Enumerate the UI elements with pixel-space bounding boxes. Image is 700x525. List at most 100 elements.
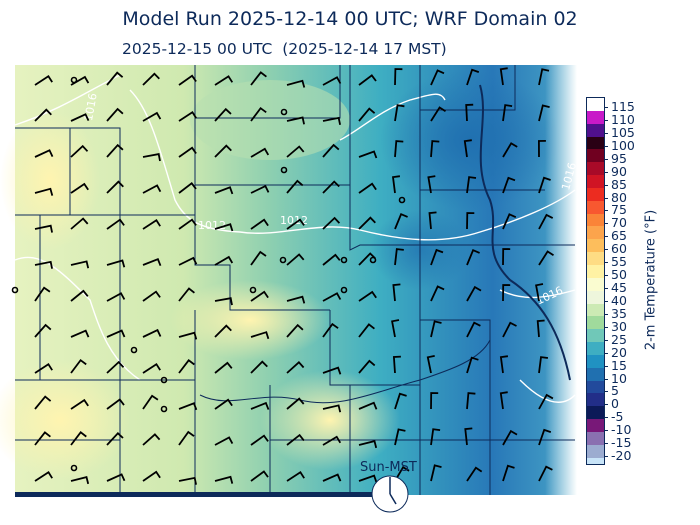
colorbar-bin [587, 431, 604, 445]
wind-barb [358, 474, 378, 483]
wind-barb [466, 356, 479, 374]
colorbar-bin [587, 123, 604, 137]
colorbar-tick: 95 [604, 152, 627, 165]
colorbar-tick: 15 [604, 359, 627, 372]
wind-barb [34, 149, 54, 158]
wind-barb [250, 360, 268, 374]
wind-barb [70, 217, 89, 230]
county-state-borders [15, 65, 575, 495]
wind-barb [538, 213, 554, 230]
colorbar-tick: 115 [604, 100, 635, 113]
wind-barb [358, 401, 378, 410]
wind-barb [394, 392, 407, 410]
wind-barb [34, 363, 53, 374]
colorbar-tick: 40 [604, 294, 627, 307]
colorbar-tick: 45 [604, 281, 627, 294]
wind-barb [34, 187, 54, 196]
wind-barb [394, 140, 404, 158]
colorbar-bin [587, 226, 604, 240]
wind-barb [502, 429, 518, 446]
calm-wind-marker [280, 108, 288, 116]
wind-barb [538, 250, 554, 266]
wind-barb [286, 397, 305, 410]
wind-barb [430, 106, 446, 122]
colorbar-label: 2-m Temperature (°F) [643, 209, 659, 351]
wind-barb [70, 329, 90, 338]
wind-barb [214, 186, 234, 195]
wind-barb [466, 68, 480, 86]
wind-barb [286, 218, 305, 230]
wind-barb [106, 398, 125, 410]
colorbar-bin [587, 162, 604, 176]
wind-barb [106, 180, 124, 194]
colorbar-bin [587, 239, 604, 253]
calm-wind-marker [11, 286, 19, 294]
colorbar-bin [587, 444, 604, 458]
wind-barb [142, 184, 162, 194]
colorbar-tick: 65 [604, 230, 627, 243]
wind-barb [214, 107, 232, 122]
wind-barb [70, 398, 89, 410]
wind-barb [358, 290, 377, 302]
wind-barb [250, 401, 270, 410]
wind-barb [499, 391, 508, 410]
wind-barb [34, 471, 53, 482]
wind-barb [538, 428, 552, 446]
wind-barb [358, 359, 376, 374]
wind-barb [322, 322, 339, 338]
wind-barb [178, 146, 197, 158]
colorbar-tick: -10 [604, 424, 631, 437]
wind-barb [466, 392, 476, 410]
wind-barb [322, 404, 342, 413]
wind-barb [286, 471, 305, 482]
wind-barb [106, 107, 124, 122]
wind-barb [394, 104, 405, 122]
wind-barb [358, 74, 377, 86]
calm-wind-marker [398, 196, 406, 204]
wind-barb [466, 285, 482, 302]
colorbar-tick: -15 [604, 436, 631, 449]
wind-barb [391, 319, 400, 338]
wind-barb [250, 71, 267, 86]
wind-barb [499, 67, 508, 86]
colorbar-tick: 75 [604, 204, 627, 217]
wind-barb [502, 176, 516, 194]
calm-wind-marker [279, 256, 287, 264]
wind-barb [106, 143, 124, 158]
wind-barb [502, 321, 517, 338]
wind-barb [142, 362, 161, 374]
wind-barb [430, 140, 440, 158]
wind-barb [178, 74, 197, 86]
wind-barb [358, 107, 376, 122]
wind-barb [538, 68, 550, 86]
wind-barb [358, 216, 376, 230]
calm-wind-circles [11, 76, 406, 472]
colorbar-tick: 70 [604, 217, 627, 230]
colorbar-bin [587, 264, 604, 278]
wind-barb [142, 394, 159, 410]
contour-label: 1012 [198, 219, 226, 232]
colorbar-tick: -20 [604, 449, 631, 462]
colorbar-bin [587, 303, 604, 317]
wind-barb [358, 440, 378, 449]
wind-barb [537, 140, 546, 158]
calm-wind-marker [160, 405, 168, 413]
wind-barb [70, 289, 89, 302]
wind-barb [502, 464, 515, 482]
wind-barb [250, 331, 270, 340]
wind-barb [322, 473, 342, 482]
wind-barb [214, 255, 234, 266]
wind-barb [394, 248, 404, 266]
wind-barb [142, 258, 162, 267]
wind-barb [286, 253, 305, 266]
wind-barb [142, 111, 162, 122]
wind-barb [392, 283, 401, 302]
wind-barb [106, 329, 126, 338]
wind-barb [214, 144, 232, 158]
colorbar-bin [587, 252, 604, 265]
wind-barb [106, 71, 124, 86]
wind-barb [178, 182, 197, 194]
wind-barb [466, 466, 483, 482]
wind-barb [250, 290, 269, 302]
